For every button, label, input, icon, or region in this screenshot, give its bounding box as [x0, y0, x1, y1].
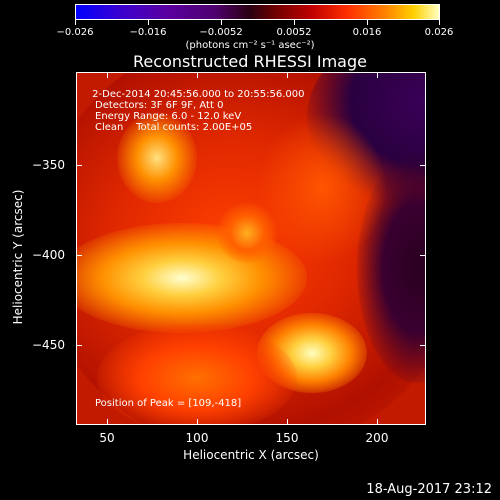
time-range: 2-Dec-2014 20:45:56.000 to 20:55:56.000: [89, 89, 305, 100]
x-axis-label: Heliocentric X (arcsec): [183, 448, 319, 462]
y-tick-label: −450: [32, 338, 65, 352]
x-tick-label: 50: [99, 431, 115, 445]
clean-info: Clean Total counts: 2.00E+05: [95, 122, 253, 133]
colorbar-label: −0.026: [56, 27, 94, 38]
colorbar: [75, 4, 440, 20]
peak-position: Position of Peak = [109,-418]: [95, 398, 242, 409]
colorbar-label: 0.0052: [276, 27, 312, 38]
plot-title: Reconstructed RHESSI Image: [133, 52, 367, 71]
y-axis-label: Heliocentric Y (arcsec): [11, 189, 25, 325]
colorbar-label: 0.026: [424, 27, 454, 38]
y-tick-label: −350: [32, 158, 65, 172]
timestamp: 18-Aug-2017 23:12: [366, 482, 492, 497]
colorbar-label: −0.016: [129, 27, 167, 38]
y-tick-label: −400: [32, 248, 65, 262]
colorbar-label: −0.0052: [199, 27, 243, 38]
energy-range: Energy Range: 6.0 - 12.0 keV: [95, 111, 242, 122]
x-tick-label: 150: [275, 431, 299, 445]
detectors-info: Detectors: 3F 6F 9F, Att 0: [95, 100, 224, 111]
colorbar-units: (photons cm⁻² s⁻¹ asec⁻²): [185, 40, 315, 51]
x-tick-label: 200: [365, 431, 389, 445]
colorbar-label: 0.016: [352, 27, 382, 38]
x-tick-label: 100: [185, 431, 209, 445]
rhessi-image: 2-Dec-2014 20:45:56.000 to 20:55:56.000 …: [76, 72, 426, 425]
